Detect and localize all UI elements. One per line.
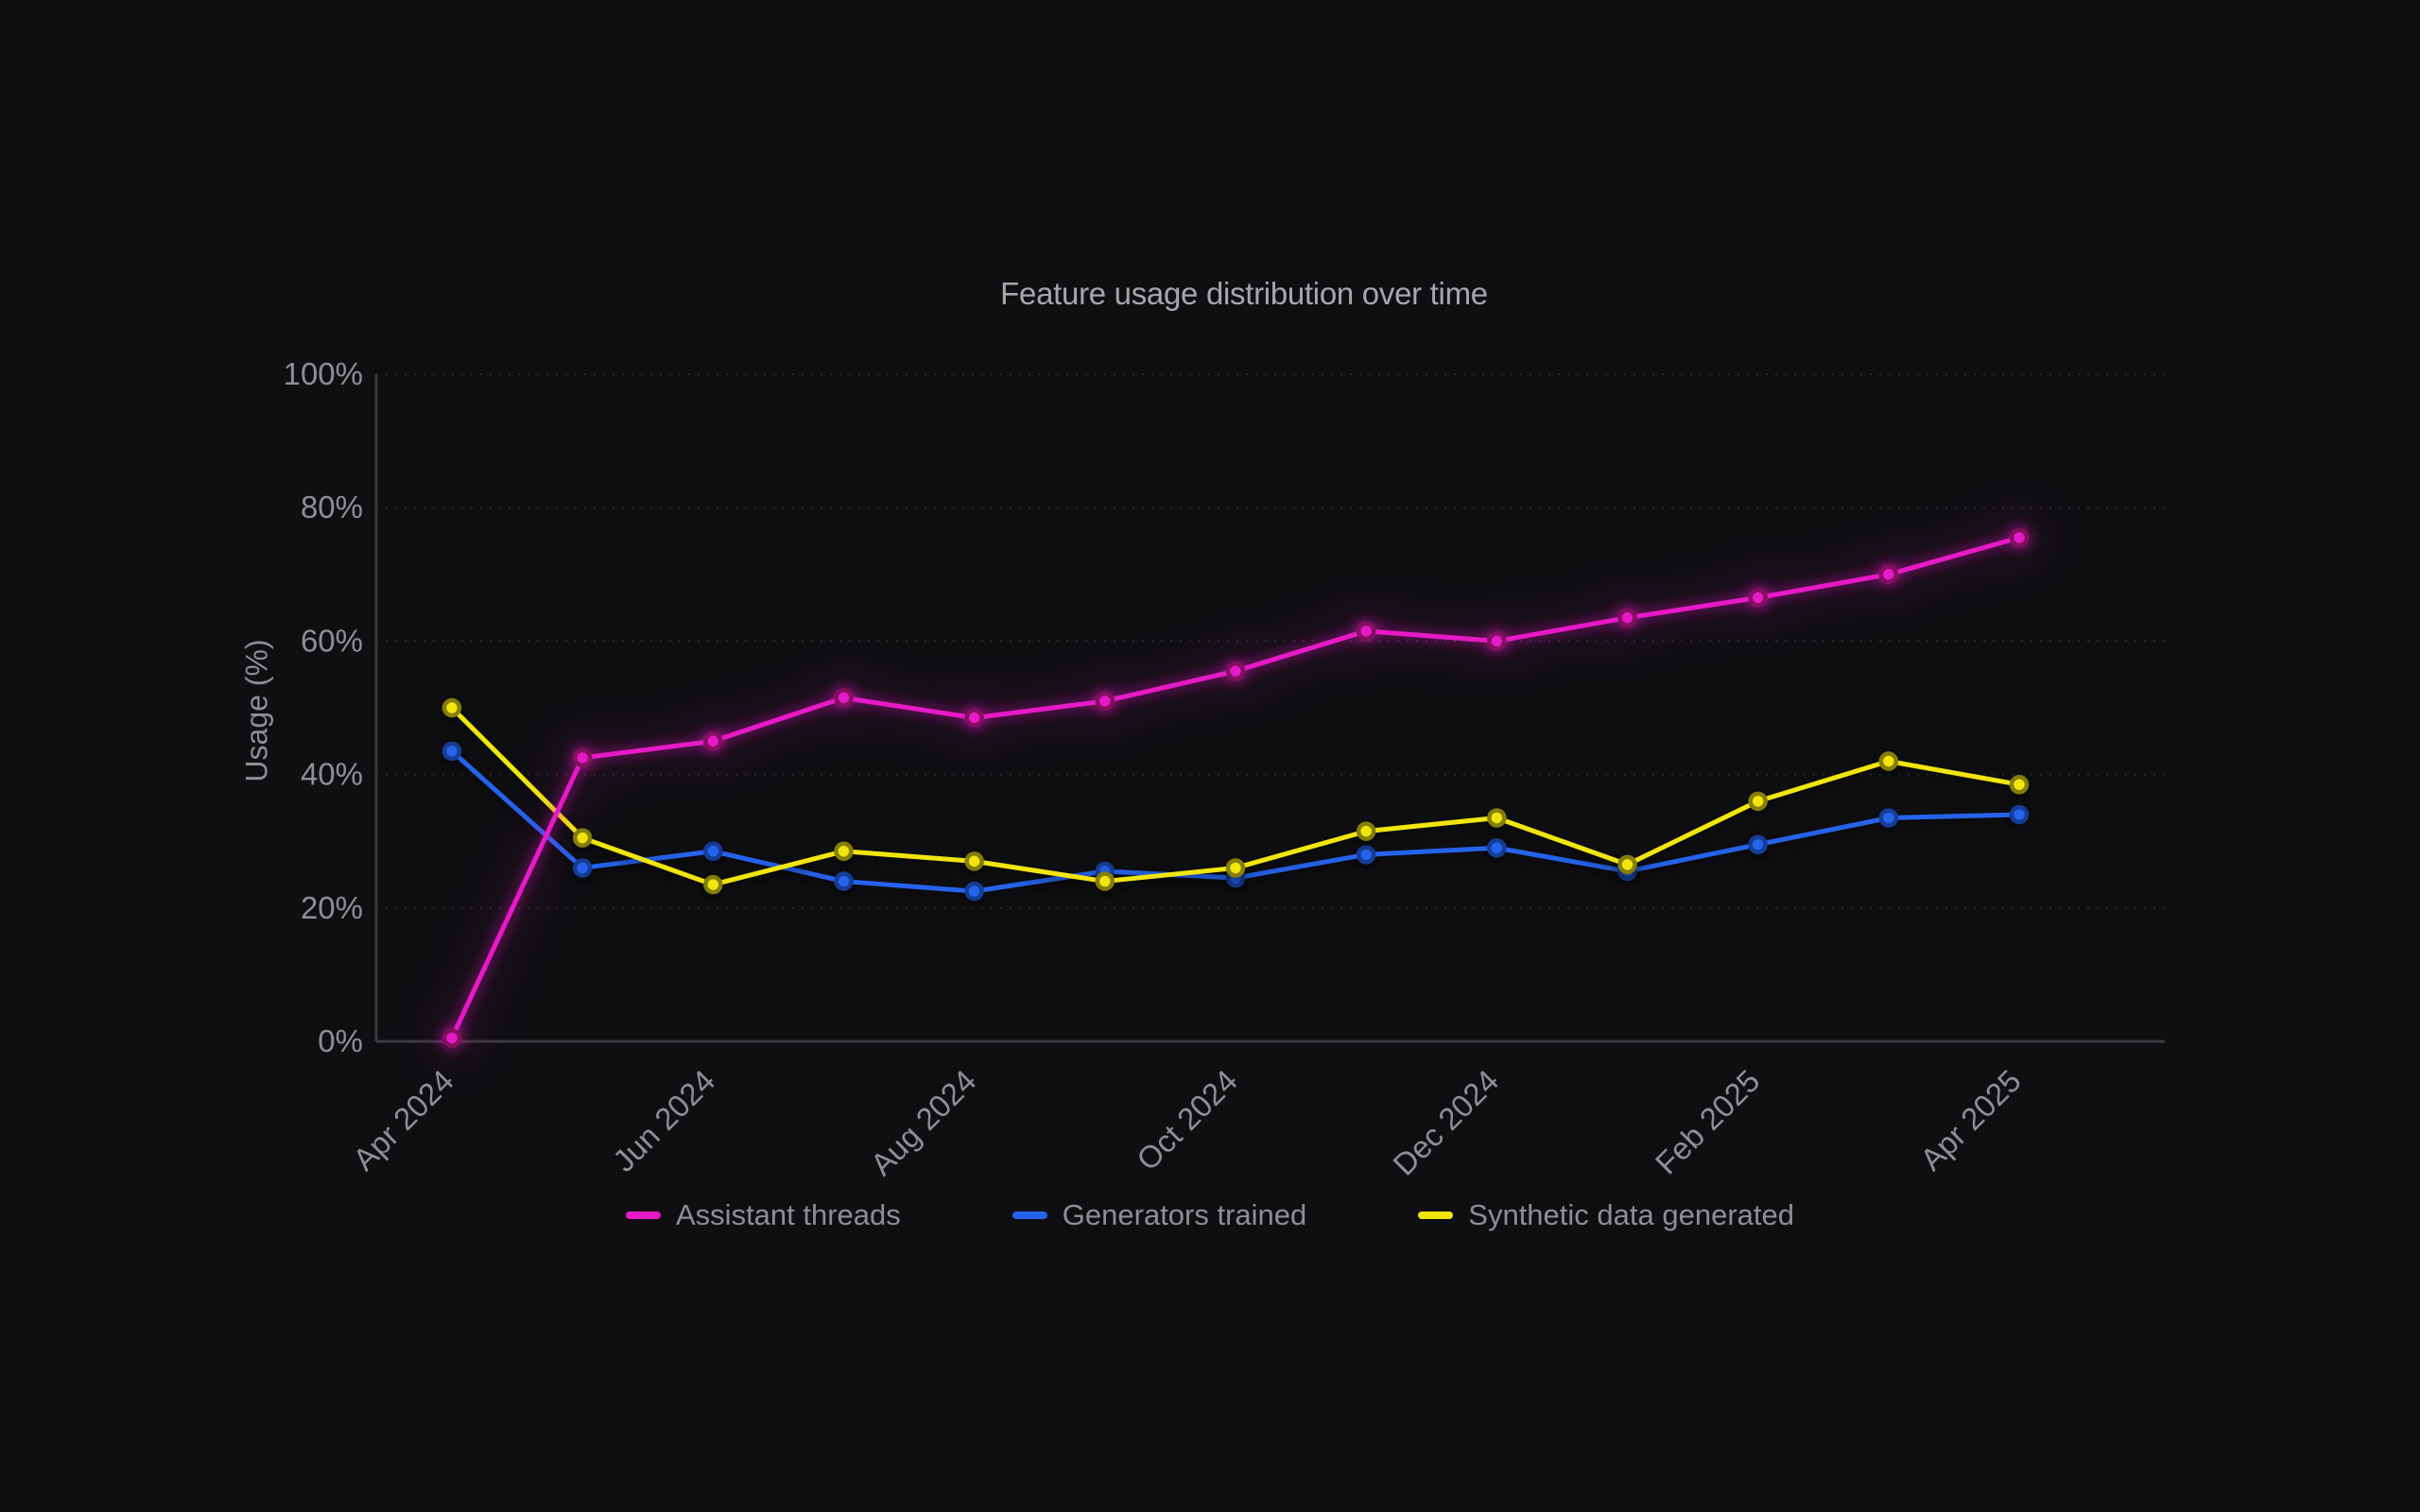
legend-label: Generators trained	[1062, 1198, 1307, 1231]
data-point[interactable]	[1878, 564, 1899, 585]
data-point[interactable]	[572, 858, 593, 878]
data-point[interactable]	[834, 871, 854, 891]
data-point[interactable]	[964, 708, 984, 728]
series-line-assistant-threads[interactable]	[449, 535, 2022, 1040]
legend-item-generators-trained[interactable]: Generators trained	[1011, 1198, 1307, 1232]
x-tick-label: Apr 2025	[1913, 1063, 2028, 1177]
y-tick-label: 60%	[301, 623, 363, 658]
y-tick-label: 80%	[301, 490, 363, 524]
data-point[interactable]	[1617, 854, 1637, 875]
legend-swatch-assistant-threads	[626, 1211, 661, 1219]
y-tick-label: 20%	[301, 890, 363, 925]
x-tick-label: Aug 2024	[864, 1063, 983, 1182]
chart-legend: Assistant threads Generators trained Synth…	[0, 1198, 2420, 1232]
series-generators-trained	[441, 741, 2030, 902]
data-point[interactable]	[1095, 691, 1115, 712]
series-assistant-threads	[441, 527, 2030, 1048]
data-point[interactable]	[1617, 608, 1637, 627]
series-synthetic-data-generated	[441, 697, 2030, 895]
chart-title: Feature usage distribution over time	[1000, 276, 1488, 311]
data-point[interactable]	[1748, 834, 1768, 854]
x-tick-label: Jun 2024	[606, 1063, 721, 1178]
data-point[interactable]	[1356, 621, 1376, 642]
data-point[interactable]	[441, 1028, 462, 1048]
data-point[interactable]	[1356, 821, 1376, 841]
y-tick-label: 0%	[318, 1023, 363, 1058]
data-point[interactable]	[1225, 858, 1246, 878]
data-point[interactable]	[1748, 791, 1768, 812]
data-point[interactable]	[1748, 588, 1768, 608]
x-tick-label: Feb 2025	[1649, 1063, 1767, 1181]
data-point[interactable]	[441, 697, 462, 718]
data-point[interactable]	[1487, 631, 1507, 651]
legend-swatch-generators-trained	[1011, 1211, 1047, 1219]
x-tick-label: Dec 2024	[1386, 1063, 1505, 1182]
data-point[interactable]	[1878, 751, 1899, 771]
data-point[interactable]	[1225, 661, 1246, 681]
data-point[interactable]	[1356, 845, 1376, 865]
data-point[interactable]	[572, 828, 593, 848]
legend-item-synthetic-data-generated[interactable]: Synthetic data generated	[1418, 1198, 1794, 1232]
legend-label: Synthetic data generated	[1468, 1198, 1794, 1231]
data-point[interactable]	[1487, 838, 1507, 858]
data-point[interactable]	[1487, 808, 1507, 828]
data-point[interactable]	[2009, 527, 2030, 548]
data-point[interactable]	[2009, 804, 2030, 825]
legend-item-assistant-threads[interactable]: Assistant threads	[626, 1198, 901, 1232]
data-point[interactable]	[2009, 774, 2030, 795]
series-line-synthetic-data-generated[interactable]	[449, 705, 2022, 887]
x-tick-label: Oct 2024	[1130, 1063, 1244, 1177]
data-point[interactable]	[441, 741, 462, 762]
data-point[interactable]	[703, 874, 723, 895]
y-tick-label: 100%	[284, 356, 363, 391]
x-tick-label: Apr 2024	[346, 1063, 460, 1177]
data-point[interactable]	[834, 688, 854, 708]
data-point[interactable]	[964, 851, 984, 871]
data-point[interactable]	[1878, 808, 1899, 828]
legend-swatch-synthetic-data-generated	[1418, 1211, 1454, 1219]
data-point[interactable]	[703, 731, 723, 751]
data-point[interactable]	[964, 881, 984, 902]
data-point[interactable]	[834, 841, 854, 862]
data-point[interactable]	[572, 747, 593, 768]
legend-label: Assistant threads	[676, 1198, 901, 1231]
y-tick-label: 40%	[301, 757, 363, 792]
data-point[interactable]	[703, 841, 723, 862]
data-point[interactable]	[1095, 871, 1115, 891]
